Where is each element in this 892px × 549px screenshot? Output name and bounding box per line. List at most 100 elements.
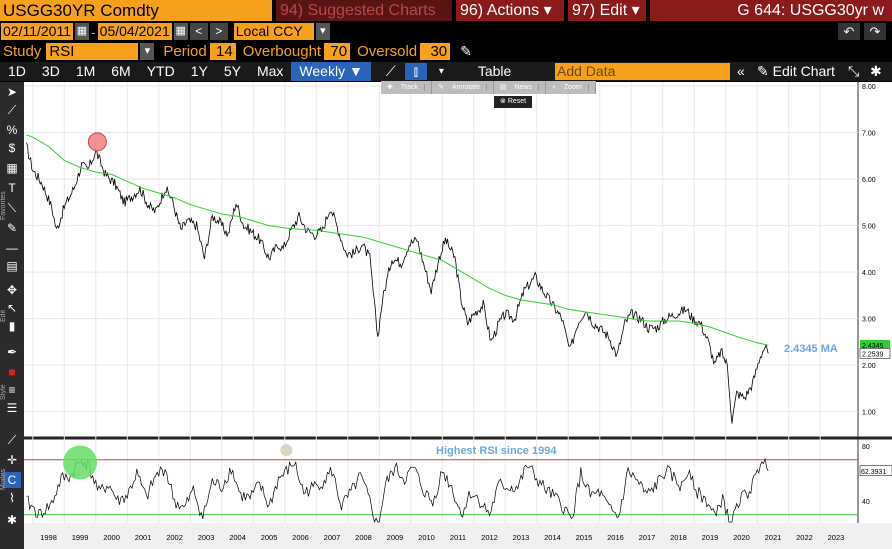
- percent-icon[interactable]: %: [6, 123, 18, 137]
- line-width-icon[interactable]: ☰: [6, 401, 18, 415]
- actions-arrow-icon: ▾: [543, 2, 552, 19]
- collapse-icon[interactable]: «: [737, 63, 745, 79]
- year-tick-label: 1998: [40, 533, 57, 542]
- price-tick-label: 7.00: [862, 131, 876, 138]
- text-tool-icon[interactable]: T: [8, 181, 16, 195]
- bar-chart-icon[interactable]: ⫾: [404, 63, 427, 80]
- trash-icon[interactable]: ▮: [8, 319, 16, 333]
- annotate-label: Annotate: [445, 84, 487, 91]
- edit-label: 97) Edit: [572, 2, 628, 19]
- link-icon[interactable]: ⌇: [9, 491, 15, 505]
- channel-icon[interactable]: ▤: [6, 259, 18, 273]
- ticker-field[interactable]: USGG30YR Comdty: [0, 0, 272, 21]
- start-calendar-icon[interactable]: ▦: [75, 23, 89, 40]
- rsi-last-tag: [859, 465, 892, 476]
- actions-menu[interactable]: 96) Actions ▾: [456, 0, 564, 21]
- oversold-label: Oversold: [357, 43, 418, 60]
- security-title: G 644: USGG30yr w: [650, 0, 892, 21]
- overbought-field[interactable]: 70: [324, 43, 351, 60]
- resize-icon[interactable]: ⤡: [848, 63, 860, 79]
- pen-style-icon[interactable]: ✒: [6, 345, 18, 359]
- period-1y[interactable]: 1Y: [190, 63, 208, 79]
- reset-button[interactable]: ⊗ Reset: [494, 96, 533, 108]
- year-tick-label: 2019: [702, 533, 719, 542]
- modes-section-label: Modes: [0, 468, 7, 490]
- undo-icon[interactable]: ↶: [838, 23, 860, 40]
- price-series-line: [26, 142, 769, 424]
- overbought-label: Overbought: [242, 43, 322, 60]
- date-separator: -: [91, 23, 96, 40]
- price-tick-label: 4.00: [862, 270, 876, 277]
- price-panel-bg: [24, 82, 892, 437]
- period-field[interactable]: 14: [209, 43, 236, 60]
- year-tick-label: 2001: [135, 533, 152, 542]
- period-max[interactable]: Max: [256, 63, 284, 79]
- year-tick-label: 2010: [418, 533, 435, 542]
- year-tick-label: 2006: [292, 533, 309, 542]
- price-chart[interactable]: 8.00 7.00 6.00 5.00 4.00 3.00 2.00 1.00 1998 1999…: [24, 82, 892, 549]
- edit-menu[interactable]: 97) Edit ▾: [568, 0, 646, 21]
- crosshair-icon[interactable]: ✛: [6, 453, 18, 467]
- cursor-icon[interactable]: ➤: [6, 85, 18, 99]
- move-icon[interactable]: ✥: [6, 283, 18, 297]
- year-tick-label: 2003: [198, 533, 215, 542]
- period-5y[interactable]: 5Y: [223, 63, 241, 79]
- year-tick-label: 2004: [229, 533, 246, 542]
- rsi-peak-highlight: [63, 445, 98, 480]
- start-date-field[interactable]: 02/11/2011: [1, 23, 73, 40]
- study-label: Study: [3, 43, 42, 60]
- style-section-label: Style: [0, 384, 7, 400]
- toolbar-settings-icon[interactable]: ✱: [6, 513, 18, 527]
- pencil-icon[interactable]: ✎: [460, 43, 472, 59]
- period-3d[interactable]: 3D: [41, 63, 60, 79]
- period-1m[interactable]: 1M: [75, 63, 96, 79]
- redo-icon[interactable]: ↷: [864, 23, 886, 40]
- settings-gear-icon[interactable]: ✱: [870, 63, 882, 79]
- pointer-icon[interactable]: ↖: [6, 301, 18, 315]
- suggested-charts-button[interactable]: 94) Suggested Charts: [276, 0, 452, 21]
- period-6m[interactable]: 6M: [111, 63, 131, 79]
- end-date-field[interactable]: 05/04/2021: [97, 23, 172, 40]
- frequency-label: Weekly: [299, 63, 346, 79]
- draw-icon[interactable]: ⟍: [7, 201, 17, 215]
- track-button[interactable]: ✚ Track: [381, 81, 433, 94]
- news-button[interactable]: ▤ News: [494, 81, 546, 94]
- currency-dropdown-icon[interactable]: ▾: [315, 23, 330, 40]
- mode-c-icon[interactable]: C: [3, 472, 21, 488]
- line-style-icon[interactable]: ≡: [8, 383, 16, 397]
- track-label: Track: [394, 84, 426, 91]
- year-tick-label: 2013: [513, 533, 530, 542]
- edit-chart-button[interactable]: ✎ Edit Chart: [757, 63, 835, 79]
- chart-type-dropdown-icon[interactable]: ▾: [438, 66, 444, 77]
- line-tool-icon[interactable]: ⟋: [7, 103, 17, 117]
- zoom-button[interactable]: ⌕ Zoom: [546, 81, 596, 94]
- annotate-button[interactable]: ✎ Annotate: [432, 81, 494, 94]
- period-ytd[interactable]: YTD: [146, 63, 175, 79]
- currency-select[interactable]: Local CCY: [233, 23, 314, 40]
- price-tick-label: 1.00: [862, 410, 876, 417]
- rsi-tick-label: 80: [862, 444, 870, 451]
- period-1d[interactable]: 1D: [8, 63, 26, 79]
- brush-icon[interactable]: ✎: [6, 221, 18, 235]
- year-tick-label: 2008: [355, 533, 372, 542]
- price-tick-label: 8.00: [862, 84, 876, 91]
- dollar-icon[interactable]: $: [8, 141, 16, 155]
- oversold-field[interactable]: 30: [420, 43, 451, 60]
- table-button[interactable]: Table: [477, 63, 512, 79]
- grid-icon[interactable]: ▦: [6, 161, 18, 175]
- frequency-select[interactable]: Weekly ▼: [291, 62, 371, 81]
- hline-icon[interactable]: —: [6, 241, 18, 255]
- study-select[interactable]: RSI: [46, 43, 139, 60]
- line-chart-icon[interactable]: ⟋: [385, 63, 396, 79]
- rsi-panel-bg: [24, 439, 892, 523]
- end-calendar-icon[interactable]: ▦: [173, 23, 188, 40]
- next-range-icon[interactable]: >: [209, 23, 228, 40]
- add-data-field[interactable]: Add Data: [555, 63, 730, 80]
- news-label: News: [508, 84, 539, 91]
- zoom-label: Zoom: [557, 84, 589, 91]
- study-dropdown-icon[interactable]: ▾: [140, 43, 155, 60]
- prev-range-icon[interactable]: <: [189, 23, 208, 40]
- color-swatch-icon[interactable]: ■: [8, 365, 16, 379]
- ruler-icon[interactable]: ⟋: [7, 433, 17, 447]
